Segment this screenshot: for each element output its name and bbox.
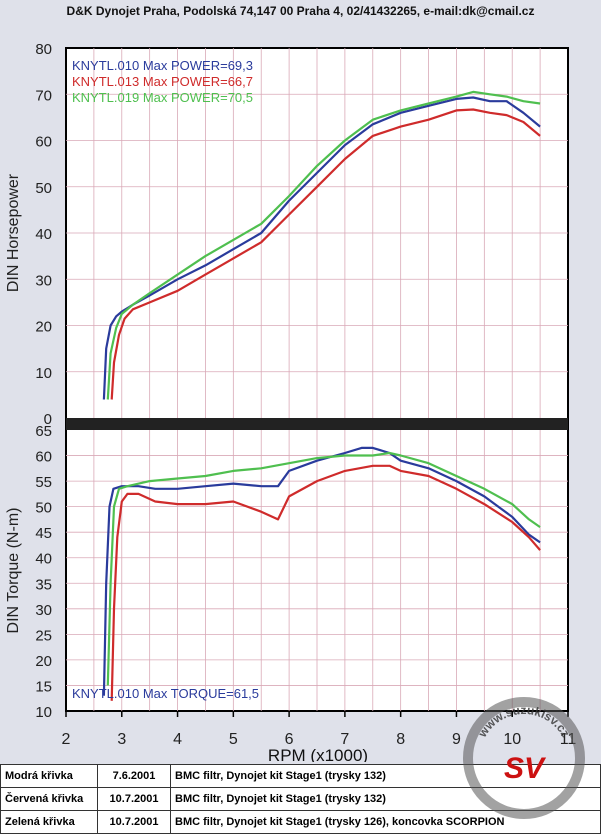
y-tick-label: 80 <box>35 41 52 58</box>
row-label: Zelená křivka <box>0 810 98 834</box>
x-tick-label: 9 <box>452 731 461 748</box>
table-row: Modrá křivka 7.6.2001 BMC filtr, Dynojet… <box>0 764 601 788</box>
series-line-green <box>106 90 541 400</box>
suzukisv-watermark: www.suzukisv.cz SV <box>463 697 585 819</box>
legend-entry: KNYTL.013 Max POWER=66,7 <box>72 74 253 89</box>
series-line-red <box>110 464 541 701</box>
power-panel: 0 10 20 30 40 50 60 70 80 DIN Horsepower KNYTL.010… <box>5 41 568 428</box>
x-tick-label: 10 <box>503 731 521 748</box>
y-tick-label: 65 <box>35 423 52 440</box>
row-date: 10.7.2001 <box>97 810 171 834</box>
y-tick-label: 70 <box>35 87 52 104</box>
y-tick-label: 20 <box>35 319 52 336</box>
y-tick-label: 60 <box>35 134 52 151</box>
watermark-ring <box>463 697 585 819</box>
row-date: 10.7.2001 <box>97 787 171 811</box>
row-label: Modrá křivka <box>0 764 98 788</box>
sv-logo: SV <box>504 752 547 785</box>
dyno-chart: 0 10 20 30 40 50 60 70 80 DIN Horsepower KNYTL.010… <box>5 41 576 762</box>
page-header: D&K Dynojet Praha, Podolská 74,147 00 Pr… <box>66 4 535 18</box>
x-axis-label: RPM (x1000) <box>268 746 368 762</box>
y-axis-label: DIN Horsepower <box>5 173 22 292</box>
x-tick-label: 7 <box>340 731 349 748</box>
y-tick-label: 15 <box>35 678 52 695</box>
series-line-blue <box>102 96 541 400</box>
legend-entry: KNYTL.010 Max TORQUE=61,5 <box>72 686 259 701</box>
series-line-green <box>106 451 541 686</box>
y-tick-label: 30 <box>35 272 52 289</box>
y-tick-label: 50 <box>35 180 52 197</box>
legend-entry: KNYTL.010 Max POWER=69,3 <box>72 58 253 73</box>
torque-panel: 10 15 20 25 30 35 40 45 50 55 60 65 DIN Torque (N-m)… <box>5 423 568 721</box>
x-tick-label: 5 <box>229 731 238 748</box>
series-line-red <box>110 108 541 400</box>
y-tick-label: 30 <box>35 602 52 619</box>
y-tick-label: 40 <box>35 226 52 243</box>
x-tick-label: 3 <box>117 731 126 748</box>
x-tick-label: 6 <box>285 731 294 748</box>
panel-divider <box>66 418 568 430</box>
y-tick-label: 40 <box>35 551 52 568</box>
y-tick-label: 0 <box>44 411 52 428</box>
y-tick-label: 60 <box>35 449 52 466</box>
x-tick-label: 2 <box>62 731 71 748</box>
row-desc: BMC filtr, Dynojet kit Stage1 (trysky 13… <box>170 764 601 788</box>
y-tick-label: 10 <box>35 704 52 721</box>
y-tick-label: 45 <box>35 525 52 542</box>
y-tick-label: 20 <box>35 653 52 670</box>
y-tick-label: 50 <box>35 500 52 517</box>
y-tick-label: 10 <box>35 365 52 382</box>
x-tick-label: 4 <box>173 731 182 748</box>
row-date: 7.6.2001 <box>97 764 171 788</box>
y-tick-label: 25 <box>35 627 52 644</box>
row-label: Červená křivka <box>0 787 98 811</box>
x-tick-label: 8 <box>396 731 405 748</box>
y-axis-label: DIN Torque (N-m) <box>5 508 22 634</box>
y-tick-label: 55 <box>35 474 52 491</box>
y-tick-label: 35 <box>35 576 52 593</box>
series-line-blue <box>102 446 541 696</box>
legend-entry: KNYTL.019 Max POWER=70,5 <box>72 90 253 105</box>
